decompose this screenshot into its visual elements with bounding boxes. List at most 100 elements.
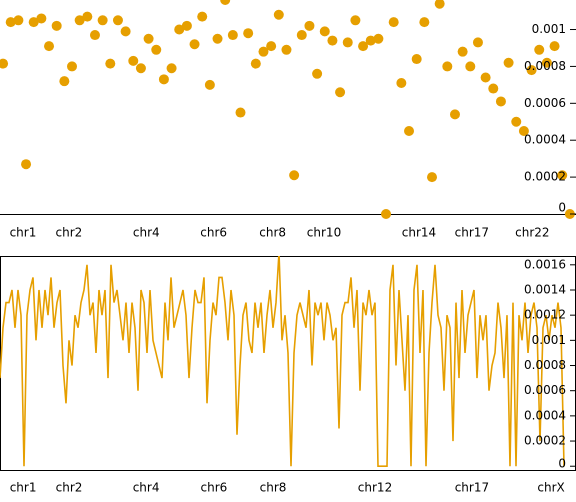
point	[158, 74, 169, 85]
point	[258, 46, 269, 57]
point	[419, 17, 430, 28]
point	[59, 76, 70, 87]
point	[112, 15, 123, 26]
point	[457, 46, 468, 57]
y-tick-label: 0.0008	[524, 358, 566, 372]
y-tick-label: 0.0014	[524, 282, 566, 296]
x-tick-label: chrX	[537, 481, 564, 495]
point	[243, 28, 254, 39]
point	[21, 159, 32, 170]
point	[511, 116, 522, 127]
point	[128, 55, 139, 66]
point	[135, 63, 146, 74]
point	[404, 125, 415, 136]
y-tick-label: 0.0002	[524, 434, 566, 448]
point	[381, 209, 392, 219]
point	[327, 35, 338, 46]
point	[266, 41, 277, 52]
point	[143, 33, 154, 44]
point	[411, 54, 422, 65]
point	[166, 63, 177, 74]
x-tick-label: chr2	[56, 226, 83, 240]
point	[335, 87, 346, 98]
y-tick-label: 0	[558, 201, 566, 215]
y-tick-label: 0.001	[532, 333, 566, 347]
point	[488, 83, 499, 94]
point	[312, 68, 323, 79]
point	[189, 39, 200, 50]
point	[365, 35, 376, 46]
point	[89, 30, 100, 41]
point	[434, 0, 445, 9]
x-tick-label: chr6	[201, 481, 228, 495]
point	[44, 41, 55, 52]
y-tick-label: 0.001	[532, 22, 566, 36]
y-tick-label: 0.0004	[524, 133, 566, 147]
x-tick-label: chr1	[10, 481, 37, 495]
point	[358, 41, 369, 52]
point	[373, 33, 384, 44]
x-tick-label: chr17	[455, 226, 489, 240]
y-tick-label: 0.0008	[524, 59, 566, 73]
point	[13, 15, 24, 26]
point	[82, 11, 93, 22]
point	[534, 44, 545, 55]
point	[465, 61, 476, 72]
x-tick-label: chr17	[455, 481, 489, 495]
point	[5, 17, 16, 28]
point	[396, 78, 407, 89]
point	[36, 13, 47, 24]
x-tick-label: chr1	[10, 226, 37, 240]
x-tick-label: chr6	[200, 226, 227, 240]
point	[74, 15, 85, 26]
point	[273, 9, 284, 20]
point	[67, 61, 77, 72]
point	[281, 44, 292, 55]
point	[480, 72, 491, 83]
x-tick-label: chr10	[307, 226, 341, 240]
point	[503, 57, 514, 68]
x-tick-label: chr8	[259, 226, 286, 240]
point	[388, 17, 399, 28]
point	[518, 125, 529, 136]
point	[557, 170, 568, 181]
point	[472, 37, 483, 48]
x-tick-label: chr22	[515, 226, 549, 240]
point	[120, 26, 131, 37]
x-tick-label: chr4	[133, 481, 160, 495]
point	[197, 11, 208, 22]
y-tick-label: 0	[558, 457, 566, 471]
point	[174, 24, 185, 35]
point	[204, 79, 215, 90]
point	[97, 15, 108, 26]
x-tick-label: chr4	[133, 226, 160, 240]
point	[235, 107, 246, 118]
y-tick-label: 0.0004	[524, 408, 566, 422]
point	[220, 0, 231, 5]
point	[342, 37, 353, 48]
point	[0, 58, 9, 69]
point	[541, 57, 552, 68]
point	[564, 209, 575, 219]
point	[51, 20, 62, 31]
point	[449, 109, 460, 120]
point	[304, 20, 315, 31]
point	[319, 26, 330, 37]
point	[427, 172, 437, 183]
point	[526, 65, 537, 76]
point	[105, 58, 116, 69]
y-tick-label: 0.0002	[524, 170, 566, 184]
x-tick-label: chr12	[358, 481, 392, 495]
y-tick-label: 0.0006	[524, 383, 566, 397]
point	[181, 20, 192, 31]
line	[0, 256, 565, 468]
point	[549, 41, 560, 52]
x-tick-label: chr2	[56, 481, 83, 495]
y-tick-label: 0.0016	[524, 257, 566, 271]
point	[212, 33, 223, 44]
point	[495, 96, 506, 107]
x-tick-label: chr14	[402, 226, 436, 240]
y-tick-label: 0.0012	[524, 308, 566, 322]
plot-area	[0, 256, 565, 468]
